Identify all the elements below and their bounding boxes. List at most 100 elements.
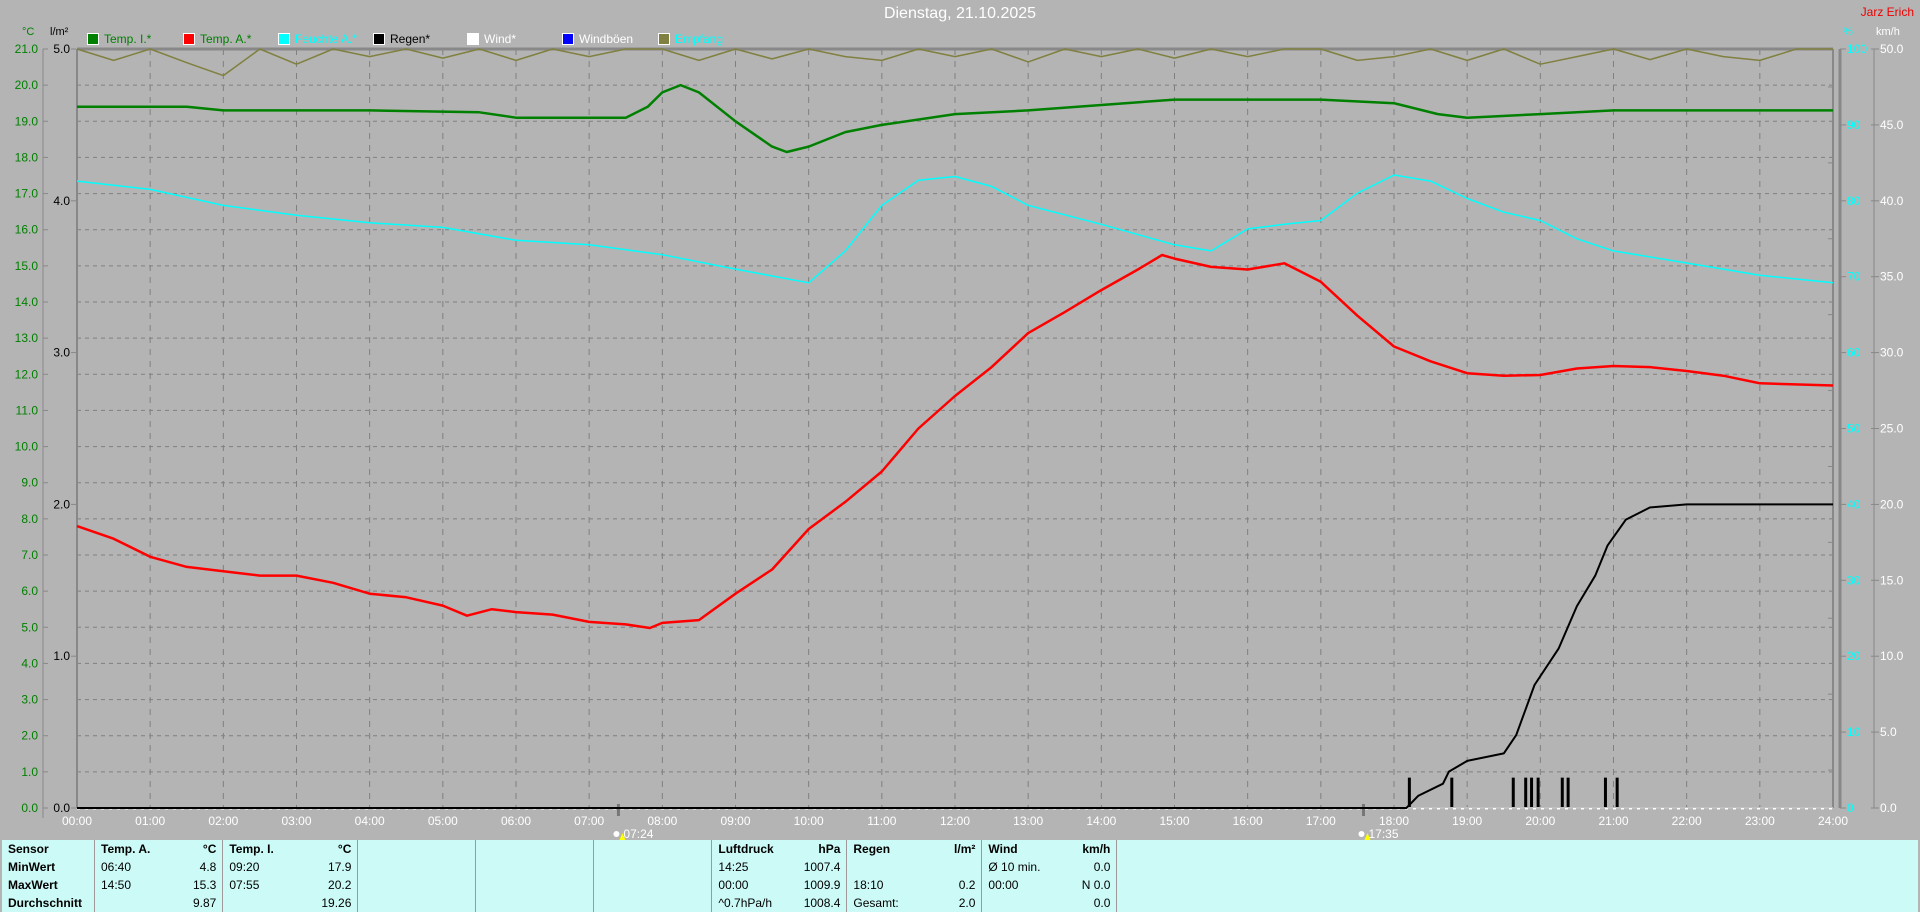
stats-cell [475,858,595,876]
stats-cell: N 0.0 [1064,876,1118,894]
series-line-empfang [76,48,1833,77]
stats-cell [475,876,595,894]
temp-tick-label: 6.0 [21,584,38,598]
stats-cell: MaxWert [2,876,95,894]
temp-tick-label: 18.0 [15,150,39,164]
rain-tick-label: 2.0 [53,497,70,511]
x-tick-label: 24:00 [1818,814,1848,828]
legend-item: Empfang [658,31,723,47]
stats-cell [223,894,316,912]
wind-tick-label: 5.0 [1880,725,1897,739]
legend-item: Temp. A.* [183,31,251,47]
x-tick-label: 07:00 [574,814,604,828]
x-tick-label: 20:00 [1525,814,1555,828]
chart-title: Dienstag, 21.10.2025 [883,5,1037,22]
stats-filler [1117,840,1918,858]
temp-tick-label: 19.0 [15,114,39,128]
stats-filler [1117,876,1918,894]
x-tick-label: 04:00 [355,814,385,828]
stats-cell: 18:10 [853,878,884,892]
humidity-tick-label: 30 [1847,573,1861,587]
humidity-tick-label: 40 [1847,497,1861,511]
temp-tick-label: 3.0 [21,693,38,707]
humidity-tick-label: 60 [1847,346,1861,360]
stats-cell: 14:50 [101,878,132,892]
stats-cell: 09:20 [229,860,260,874]
legend-label: Temp. A.* [200,32,252,46]
stats-cell: 1008.4 [794,894,848,912]
stats-cell: 0.2 [929,876,983,894]
stats-cell: MinWert [2,858,95,876]
x-tick-label: 22:00 [1672,814,1702,828]
legend-swatch [562,33,574,45]
wind-tick-label: 10.0 [1880,649,1904,663]
rain-tick-label: 0.0 [53,801,70,815]
wind-tick-label: 50.0 [1880,42,1904,56]
temp-tick-label: 0.0 [21,801,38,815]
x-tick-label: 19:00 [1452,814,1482,828]
x-tick-label: 11:00 [867,814,896,828]
stats-cell: 17.9 [315,858,359,876]
stats-table: Sensor Temp. A. °C Temp. I. °C Luftdruck hPa Re… [2,840,1918,912]
legend-label: Empfang [675,32,724,46]
x-tick-label: 14:00 [1086,814,1116,828]
x-tick-label: 03:00 [281,814,311,828]
stats-cell: 1007.4 [794,858,848,876]
stats-cell [475,840,595,858]
rain-tick-label: 3.0 [53,346,70,360]
stats-cell: °C [315,840,359,858]
legend-label: Temp. I.* [104,32,152,46]
x-tick-label: 00:00 [62,814,92,828]
x-tick-label: 09:00 [720,814,750,828]
temp-tick-label: 7.0 [21,548,38,562]
stats-cell [929,858,983,876]
stats-cell [95,894,188,912]
x-tick-label: 21:00 [1598,814,1628,828]
stats-cell [593,858,713,876]
temp-tick-label: 12.0 [15,367,39,381]
stats-cell: ^0.7hPa/h [718,896,773,910]
legend-label: Windböen [579,32,634,46]
x-tick-label: 01:00 [135,814,165,828]
stats-cell [847,858,930,876]
legend-label: Wind* [484,32,517,46]
stats-cell: 00:00 [988,878,1019,892]
sunset-label: 17:35 [1368,827,1398,840]
wind-tick-label: 0.0 [1880,801,1897,815]
temp-tick-label: 21.0 [15,42,39,56]
stats-cell: 00:00 [718,878,749,892]
legend-swatch [278,33,290,45]
stats-cell: 9.87 [187,894,224,912]
stats-cell [357,894,477,912]
stats-cell: l/m² [929,840,983,858]
legend-swatch [87,33,99,45]
temp-tick-label: 11.0 [16,403,39,417]
humidity-tick-label: 10 [1847,725,1861,739]
stats-cell: 0.0 [1064,858,1118,876]
series-line-tempi [77,83,1833,154]
stats-cell: Wind [988,842,1018,856]
x-tick-label: 08:00 [647,814,677,828]
x-tick-label: 06:00 [501,814,531,828]
stats-row: Durchschnitt 9.87 19.26 ^0.7hPa/h 1008.4 Gesa… [2,894,1918,912]
temp-tick-label: 17.0 [15,187,39,201]
temp-tick-label: 1.0 [21,765,38,779]
series-line-regen [77,503,1833,809]
stats-cell: 14:25 [718,860,749,874]
stats-cell [357,858,477,876]
rain-tick-label: 4.0 [53,194,70,208]
stats-cell: Gesamt: [853,896,899,910]
wind-tick-label: 25.0 [1880,422,1904,436]
humidity-axis-unit: % [1843,26,1853,38]
temp-tick-label: 14.0 [15,295,39,309]
temp-tick-label: 2.0 [21,729,38,743]
legend-item: Wind* [467,31,516,47]
stats-cell: Ø 10 min. [988,860,1041,874]
rain-axis-unit: l/m² [50,26,69,38]
temp-tick-label: 20.0 [15,78,39,92]
legend-item: Regen* [373,31,430,47]
humidity-tick-label: 90 [1847,118,1861,132]
sunset-icon-arrow [1364,833,1371,840]
legend-label: Feuchte A.* [295,32,358,46]
stats-cell: Temp. I. [229,842,274,856]
